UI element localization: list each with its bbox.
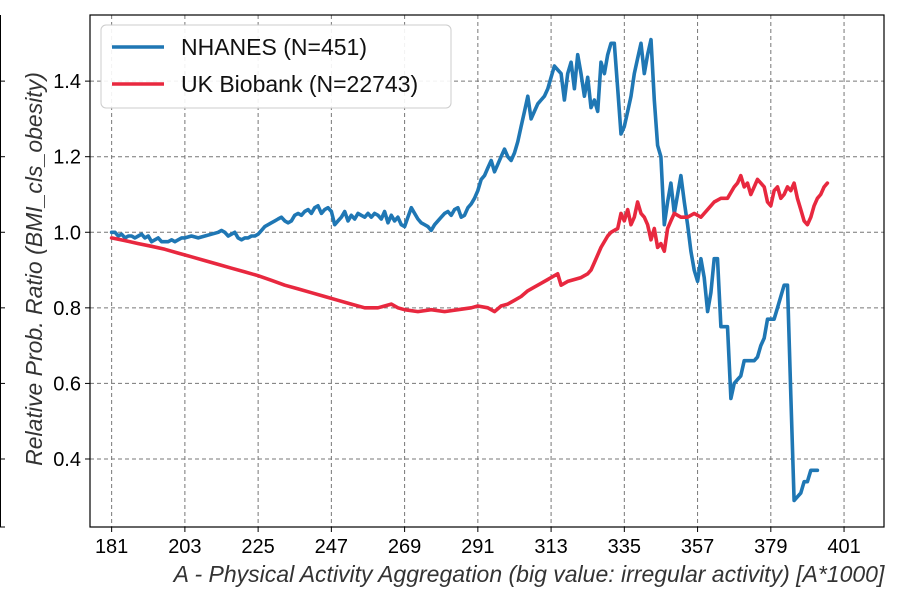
y-tick-label: 1.0	[53, 222, 81, 244]
legend-entry-0: NHANES (N=451)	[181, 34, 367, 60]
x-tick-label: 203	[168, 536, 201, 558]
x-tick-label: 225	[241, 536, 274, 558]
series-line-1	[109, 173, 830, 314]
x-tick-label: 247	[315, 536, 348, 558]
x-tick-label: 313	[534, 536, 567, 558]
x-tick-label: 379	[754, 536, 787, 558]
legend-entry-1: UK Biobank (N=22743)	[181, 71, 418, 97]
plot-frame	[89, 14, 885, 528]
axis-ticks: 181 203 225 247 269 291 313 335 357 379 401 0.4 0.6 0…	[53, 71, 861, 558]
y-tick-label: 0.8	[53, 298, 81, 320]
x-tick-label: 291	[461, 536, 494, 558]
y-tick-label: 0.6	[53, 373, 81, 395]
y-tick-label: 1.4	[53, 71, 81, 93]
series-line-0	[109, 37, 820, 503]
y-axis-label: Relative Prob. Ratio (BMI_cls_obesity)	[21, 72, 47, 466]
x-tick-label: 357	[681, 536, 714, 558]
x-axis-label: A - Physical Activity Aggregation (big v…	[172, 561, 885, 587]
legend: NHANES (N=451) UK Biobank (N=22743)	[100, 24, 452, 109]
series-lines	[109, 37, 830, 503]
y-tick-label: 0.4	[53, 449, 81, 471]
left-margin-tick-marks	[0, 15, 5, 528]
x-tick-label: 181	[95, 536, 128, 558]
legend-box	[100, 24, 452, 109]
x-tick-label: 335	[608, 536, 641, 558]
y-tick-label: 1.2	[53, 147, 81, 169]
x-tick-label: 401	[827, 536, 860, 558]
x-tick-label: 269	[388, 536, 421, 558]
